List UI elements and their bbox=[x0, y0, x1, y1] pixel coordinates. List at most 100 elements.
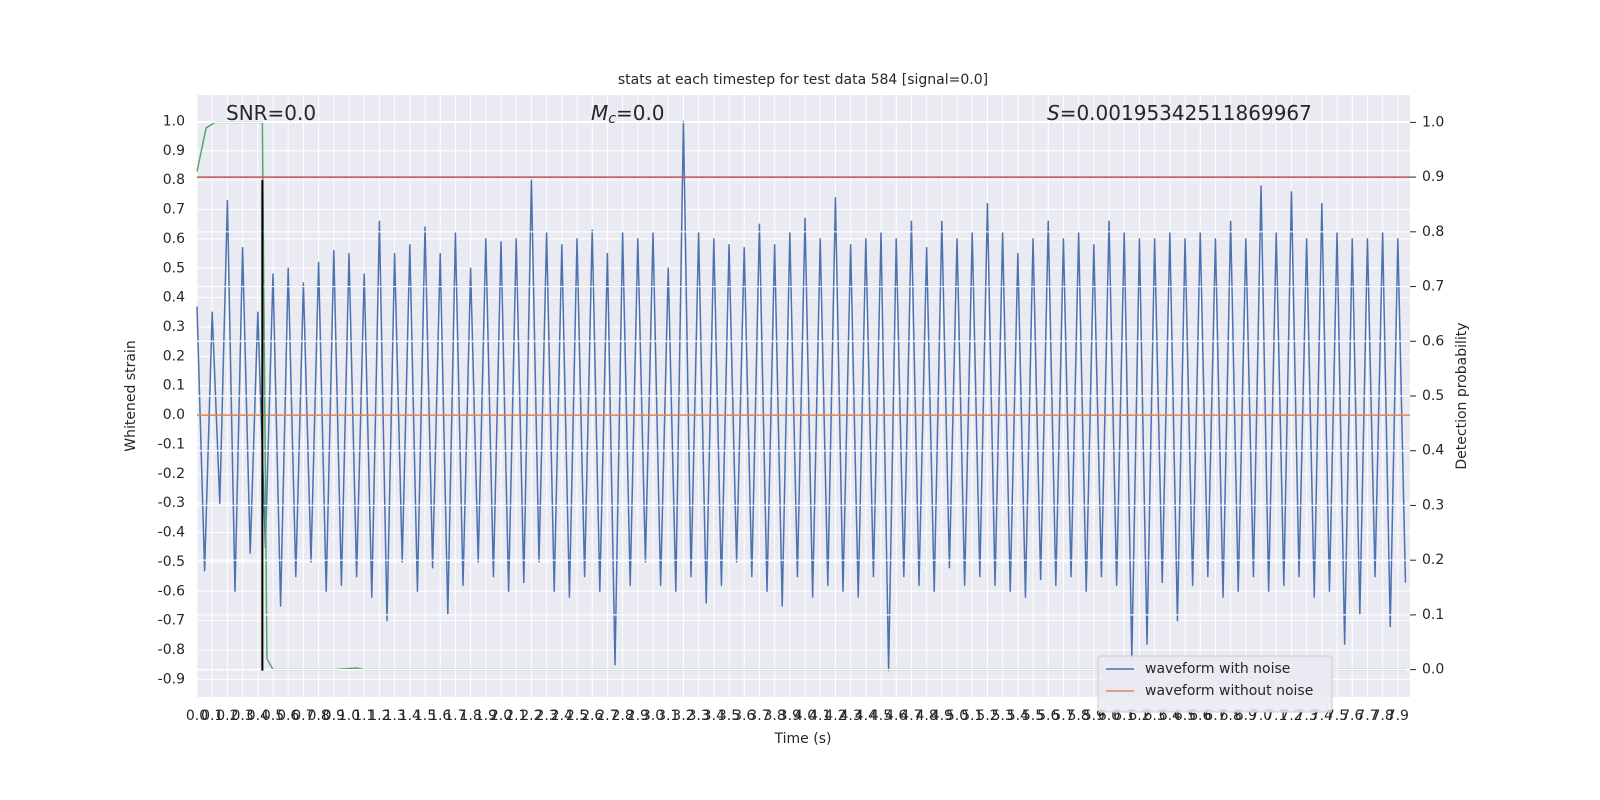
x-tick-label: 3.0 bbox=[642, 708, 664, 724]
y2-tick-label: 0.8 bbox=[1422, 224, 1444, 240]
x-tick-label: 2.9 bbox=[627, 708, 649, 724]
x-tick-label: 2.1 bbox=[505, 708, 527, 724]
x-tick-label: 0.8 bbox=[307, 708, 329, 724]
x-tick-label: 5.1 bbox=[961, 708, 983, 724]
x-tick-label: 4.9 bbox=[931, 708, 953, 724]
x-tick-label: 2.7 bbox=[596, 708, 618, 724]
y2-tick-label: 0.2 bbox=[1422, 552, 1444, 568]
y-tick-label: -0.6 bbox=[158, 583, 185, 599]
y-tick-label: -0.3 bbox=[158, 495, 185, 511]
y-tick-label: -0.5 bbox=[158, 554, 185, 570]
x-tick-label: 3.2 bbox=[672, 708, 694, 724]
x-tick-label: 0.5 bbox=[262, 708, 284, 724]
x-tick-label: 3.3 bbox=[687, 708, 709, 724]
x-tick-label: 1.0 bbox=[338, 708, 360, 724]
y-tick-label: 0.7 bbox=[163, 202, 185, 218]
y2-tick-label: 0.7 bbox=[1422, 279, 1444, 295]
x-tick-label: 2.3 bbox=[535, 708, 557, 724]
annotation-subscript: c bbox=[608, 111, 616, 127]
x-tick-label: 5.8 bbox=[1067, 708, 1089, 724]
x-tick-label: 0.3 bbox=[231, 708, 253, 724]
x-tick-label: 1.8 bbox=[459, 708, 481, 724]
x-tick-label: 1.4 bbox=[399, 708, 421, 724]
x-tick-label: 2.6 bbox=[581, 708, 603, 724]
annotation-text: =0.00195342511869967 bbox=[1060, 101, 1312, 125]
x-tick-label: 5.0 bbox=[946, 708, 968, 724]
y2-axis-label: Detection probability bbox=[1454, 322, 1470, 469]
y-tick-label: 0.2 bbox=[163, 348, 185, 364]
legend-box bbox=[1097, 655, 1333, 713]
x-tick-label: 5.5 bbox=[1022, 708, 1044, 724]
y-tick-label: 0.8 bbox=[163, 172, 185, 188]
x-tick-label: 1.3 bbox=[383, 708, 405, 724]
x-tick-label: 7.7 bbox=[1356, 708, 1378, 724]
x-tick-label: 4.0 bbox=[794, 708, 816, 724]
x-tick-label: 1.9 bbox=[475, 708, 497, 724]
x-tick-label: 2.0 bbox=[490, 708, 512, 724]
x-tick-label: 0.0 bbox=[186, 708, 208, 724]
x-tick-label: 3.8 bbox=[763, 708, 785, 724]
y2-tick-label: 1.0 bbox=[1422, 114, 1444, 130]
y-tick-label: -0.8 bbox=[158, 642, 185, 658]
x-tick-label: 1.7 bbox=[444, 708, 466, 724]
annotation: SNR=0.0 bbox=[226, 101, 316, 125]
x-tick-label: 5.2 bbox=[976, 708, 998, 724]
chart-title: stats at each timestep for test data 584… bbox=[618, 72, 988, 88]
x-tick-label: 0.2 bbox=[216, 708, 238, 724]
annotation: S=0.00195342511869967 bbox=[1047, 101, 1312, 125]
x-tick-label: 3.6 bbox=[733, 708, 755, 724]
y-tick-label: 0.6 bbox=[163, 231, 185, 247]
x-tick-label: 0.6 bbox=[277, 708, 299, 724]
x-tick-label: 2.8 bbox=[611, 708, 633, 724]
x-tick-label: 2.2 bbox=[520, 708, 542, 724]
y2-tick-label: 0.4 bbox=[1422, 443, 1444, 459]
x-tick-label: 4.4 bbox=[855, 708, 877, 724]
y2-tick-label: 0.9 bbox=[1422, 169, 1444, 185]
y-tick-label: -0.7 bbox=[158, 613, 185, 629]
x-tick-label: 0.1 bbox=[201, 708, 223, 724]
legend-label: waveform with noise bbox=[1145, 661, 1290, 677]
x-tick-label: 4.1 bbox=[809, 708, 831, 724]
annotation-symbol: S bbox=[1047, 101, 1060, 125]
y-axis-label: Whitened strain bbox=[123, 340, 139, 451]
x-tick-label: 1.2 bbox=[368, 708, 390, 724]
y-tick-label: 0.0 bbox=[163, 407, 185, 423]
x-tick-label: 7.5 bbox=[1326, 708, 1348, 724]
annotation-text: SNR=0.0 bbox=[226, 101, 316, 125]
x-tick-label: 2.5 bbox=[566, 708, 588, 724]
legend-label: waveform without noise bbox=[1145, 683, 1313, 699]
x-tick-label: 0.7 bbox=[292, 708, 314, 724]
y2-tick-label: 0.1 bbox=[1422, 607, 1444, 623]
y-tick-label: 1.0 bbox=[163, 113, 185, 129]
y2-tick-label: 0.5 bbox=[1422, 388, 1444, 404]
x-tick-label: 3.9 bbox=[779, 708, 801, 724]
x-tick-label: 7.8 bbox=[1372, 708, 1394, 724]
y-tick-label: 0.9 bbox=[163, 143, 185, 159]
y-tick-label: -0.2 bbox=[158, 466, 185, 482]
x-tick-label: 1.6 bbox=[429, 708, 451, 724]
annotation-symbol: M bbox=[591, 101, 608, 125]
y-tick-label: -0.9 bbox=[158, 671, 185, 687]
y-tick-label: 0.3 bbox=[163, 319, 185, 335]
x-tick-label: 7.9 bbox=[1387, 708, 1409, 724]
y-tick-label: 0.5 bbox=[163, 260, 185, 276]
x-tick-label: 1.5 bbox=[414, 708, 436, 724]
x-tick-label: 3.7 bbox=[748, 708, 770, 724]
x-tick-label: 4.5 bbox=[870, 708, 892, 724]
x-tick-label: 4.8 bbox=[915, 708, 937, 724]
x-tick-label: 2.4 bbox=[551, 708, 573, 724]
x-tick-label: 7.6 bbox=[1341, 708, 1363, 724]
y2-tick-label: 0.0 bbox=[1422, 662, 1444, 678]
x-axis-label: Time (s) bbox=[774, 731, 832, 747]
x-tick-label: 3.1 bbox=[657, 708, 679, 724]
x-tick-label: 4.6 bbox=[885, 708, 907, 724]
x-tick-label: 5.3 bbox=[991, 708, 1013, 724]
y2-tick-label: 0.6 bbox=[1422, 333, 1444, 349]
y-tick-label: 0.4 bbox=[163, 290, 185, 306]
y-tick-label: -0.1 bbox=[158, 436, 185, 452]
y-tick-label: -0.4 bbox=[158, 525, 185, 541]
x-tick-label: 4.2 bbox=[824, 708, 846, 724]
x-tick-label: 5.7 bbox=[1052, 708, 1074, 724]
x-tick-label: 3.5 bbox=[718, 708, 740, 724]
